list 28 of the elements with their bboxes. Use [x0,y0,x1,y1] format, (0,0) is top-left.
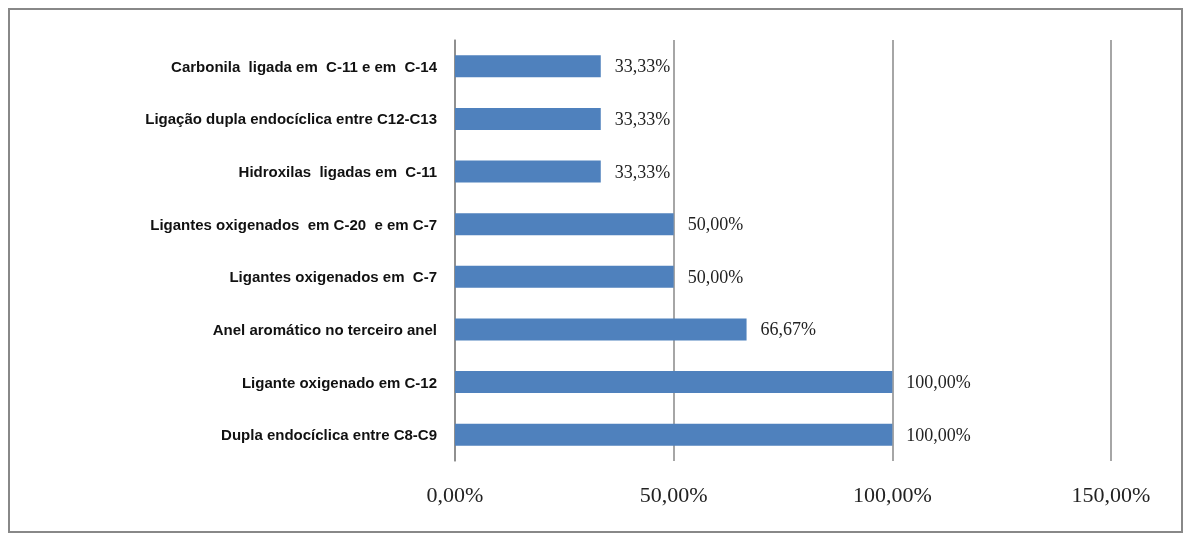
y-tick-label: Carbonila ligada em C-11 e em C-14 [171,57,438,75]
data-label: 50,00% [687,266,744,287]
y-tick-label: Ligação dupla endocíclica entre C12-C13 [145,110,437,128]
bar [455,318,747,341]
bar [455,371,893,394]
bar [455,423,893,446]
y-tick-label: Hidroxilas ligadas em C-11 [238,163,437,181]
bar [455,55,601,78]
bar [455,107,601,130]
bar [455,160,601,183]
data-label: 33,33% [614,161,671,182]
y-tick-label: Anel aromático no terceiro anel [212,320,437,338]
x-tick-label: 0,00% [426,481,484,507]
data-label: 50,00% [687,214,744,235]
y-tick-label: Ligante oxigenado em C-12 [241,373,437,391]
y-tick-label: Ligantes oxigenados em C-20 e em C-7 [150,215,437,233]
data-label: 100,00% [906,424,971,445]
data-label: 33,33% [614,108,671,129]
x-tick-label: 150,00% [1071,481,1151,507]
y-tick-label: Dupla endocíclica entre C8-C9 [221,426,437,444]
data-label: 100,00% [906,372,971,393]
x-tick-label: 100,00% [852,481,932,507]
bar [455,213,674,236]
data-label: 33,33% [614,56,671,77]
x-tick-label: 50,00% [639,481,708,507]
y-tick-label: Ligantes oxigenados em C-7 [229,268,437,286]
bar [455,265,674,288]
data-label: 66,67% [760,319,817,340]
